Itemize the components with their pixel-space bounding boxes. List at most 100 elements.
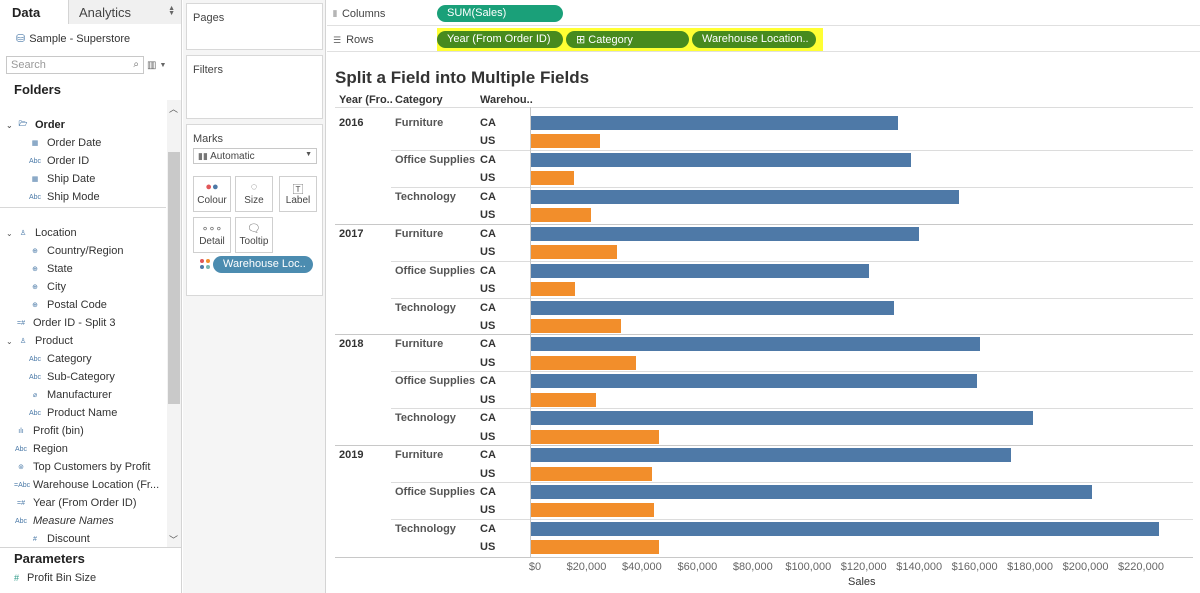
filters-card[interactable]: Filters [186,55,323,119]
pages-card[interactable]: Pages [186,3,323,50]
field-country-region[interactable]: ⊕ Country/Region [28,242,123,260]
year-label-2017[interactable]: 2017 [339,227,364,240]
warehouse-label-ca[interactable]: CA [480,486,496,498]
field-postal-code[interactable]: ⊕ Postal Code [28,296,107,314]
warehouse-label-us[interactable]: US [480,172,496,185]
scroll-up-icon[interactable]: ︿ [169,104,179,114]
colour-button[interactable]: ●● Colour [193,176,231,212]
warehouse-label-us[interactable]: US [480,541,496,554]
pill-category[interactable]: ⊞ Category [566,31,689,48]
field-product-name[interactable]: Abc Product Name [28,404,117,422]
category-label[interactable]: Technology [395,301,456,314]
field-manufacturer[interactable]: ⌀ Manufacturer [28,386,112,404]
field-top-customers-by-profit[interactable]: ⊚ Top Customers by Profit [14,458,150,476]
chevron-down-icon[interactable]: ⌄ [6,228,13,238]
category-label[interactable]: Furniture [395,117,444,129]
field-region[interactable]: Abc Region [14,440,68,458]
bar-2016-office-supplies-us[interactable] [531,171,574,186]
size-button[interactable]: ◌ Size [235,176,273,212]
colour-pill-warehouse-location[interactable]: Warehouse Loc.. [213,256,313,273]
warehouse-label-us[interactable]: US [480,209,496,222]
warehouse-label-ca[interactable]: CA [480,375,496,388]
field-ship-date[interactable]: ▦ Ship Date [28,170,96,188]
bar-2019-office-supplies-us[interactable] [531,503,655,518]
scrollbar-thumb[interactable] [168,152,180,404]
category-label[interactable]: Technology [395,190,456,203]
category-label[interactable]: Office Supplies [395,375,476,388]
field-order-id-split-3[interactable]: =# Order ID - Split 3 [14,314,116,332]
category-label[interactable]: Office Supplies [395,264,476,277]
category-label[interactable]: Furniture [395,227,444,240]
bar-2019-technology-us[interactable] [531,540,659,555]
year-label-2018[interactable]: 2018 [339,338,364,351]
pill-sum-sales[interactable]: SUM(Sales) [437,5,563,22]
warehouse-label-us[interactable]: US [480,356,496,369]
bar-2017-furniture-ca[interactable] [531,226,920,241]
warehouse-label-ca[interactable]: CA [480,227,496,240]
pill-warehouse-location[interactable]: Warehouse Location.. [692,31,816,48]
field-measure-names[interactable]: Abc Measure Names [14,512,114,530]
bar-2017-office-supplies-ca[interactable] [531,263,870,278]
field-discount[interactable]: # Discount [28,530,90,544]
bar-2016-furniture-us[interactable] [531,134,601,149]
bar-2018-furniture-us[interactable] [531,355,637,370]
warehouse-label-ca[interactable]: CA [480,153,496,166]
warehouse-label-us[interactable]: US [480,319,496,332]
field-city[interactable]: ⊕ City [28,278,66,296]
view-toggle-icon[interactable]: ▥ [147,59,157,71]
bar-2016-technology-us[interactable] [531,208,591,223]
bar-2018-technology-us[interactable] [531,429,659,444]
tab-data[interactable]: Data [0,0,68,24]
row-header-year[interactable]: Year (Fro.. [339,94,393,106]
bar-2017-furniture-us[interactable] [531,245,617,260]
bar-2016-office-supplies-ca[interactable] [531,152,911,167]
field-order[interactable]: ⌄ 🗁 Order [6,116,65,134]
warehouse-label-ca[interactable]: CA [480,301,496,314]
bar-2018-technology-ca[interactable] [531,411,1033,426]
warehouse-label-us[interactable]: US [480,135,496,148]
chevron-down-icon[interactable]: ⌄ [6,336,13,346]
label-button[interactable]: 🅃 Label [279,176,317,212]
bar-2016-technology-ca[interactable] [531,189,960,204]
bar-2017-technology-ca[interactable] [531,300,895,315]
year-label-2016[interactable]: 2016 [339,117,364,129]
bar-2017-office-supplies-us[interactable] [531,282,576,297]
mark-type-select[interactable]: ▮▮ Automatic ▼ [193,148,317,164]
bar-2019-furniture-ca[interactable] [531,448,1011,463]
bar-2018-office-supplies-ca[interactable] [531,374,978,389]
field-category[interactable]: Abc Category [28,350,92,368]
rows-shelf[interactable]: ☰ Rows Year (From Order ID) ⊞ Category Wa… [327,28,1200,52]
row-header-category[interactable]: Category [395,94,443,106]
warehouse-label-ca[interactable]: CA [480,338,496,351]
warehouse-label-us[interactable]: US [480,467,496,480]
chevron-down-icon[interactable]: ⌄ [6,120,13,130]
warehouse-label-ca[interactable]: CA [480,449,496,462]
bar-2019-office-supplies-ca[interactable] [531,485,1093,499]
warehouse-label-ca[interactable]: CA [480,117,496,129]
bar-2018-furniture-ca[interactable] [531,337,981,352]
field-ship-mode[interactable]: Abc Ship Mode [28,188,100,206]
warehouse-label-us[interactable]: US [480,283,496,296]
category-label[interactable]: Technology [395,412,456,425]
bar-2019-furniture-us[interactable] [531,466,652,481]
field-location[interactable]: ⌄ ♙ Location [6,224,77,242]
datasource[interactable]: ⛁ Sample - Superstore [0,24,181,48]
category-label[interactable]: Technology [395,522,456,535]
field-list-scrollbar[interactable]: ︿ ﹀ [167,100,181,548]
category-label[interactable]: Furniture [395,449,444,462]
pill-year-from-order-id[interactable]: Year (From Order ID) [437,31,563,48]
category-label[interactable]: Furniture [395,338,444,351]
warehouse-label-us[interactable]: US [480,393,496,406]
warehouse-label-ca[interactable]: CA [480,412,496,425]
warehouse-label-us[interactable]: US [480,430,496,443]
warehouse-label-ca[interactable]: CA [480,190,496,203]
pane-menu-chevron-down-icon[interactable]: ▼ [159,61,167,69]
year-label-2019[interactable]: 2019 [339,449,364,462]
bar-2019-technology-ca[interactable] [531,521,1160,536]
tab-scroll-arrows-icon[interactable]: ▲ ▼ [168,5,175,17]
warehouse-label-us[interactable]: US [480,246,496,259]
columns-shelf[interactable]: ⦀ Columns SUM(Sales) [327,2,1200,26]
field-order-id[interactable]: Abc Order ID [28,152,89,170]
tab-analytics[interactable]: Analytics ▲ ▼ [68,0,181,24]
warehouse-label-ca[interactable]: CA [480,522,496,535]
